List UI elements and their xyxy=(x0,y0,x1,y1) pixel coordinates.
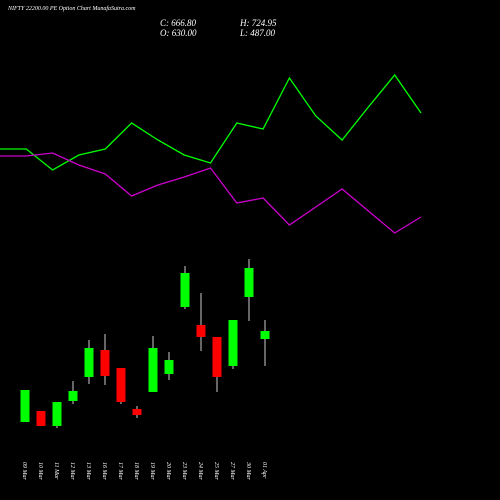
x-tick-label: 23 Mar xyxy=(181,462,187,480)
x-tick-label: 18 Mar xyxy=(133,462,139,480)
candle-body xyxy=(260,331,270,339)
x-tick-label: 09 Mar xyxy=(21,462,27,480)
candle-body xyxy=(36,411,46,426)
candle-body xyxy=(52,402,62,426)
x-tick-label: 30 Mar xyxy=(245,461,251,480)
x-tick-label: 24 Mar xyxy=(197,462,204,480)
candle-body xyxy=(84,348,94,377)
x-tick-label: 19 Mar xyxy=(149,462,155,480)
candle-body xyxy=(116,368,126,402)
x-tick-label: 17 Mar xyxy=(117,462,123,480)
x-tick-label: 01 Apr xyxy=(261,462,267,479)
candle-body xyxy=(196,325,206,337)
high-info: H: 724.95 xyxy=(239,18,277,28)
low-info: L: 487.00 xyxy=(239,28,276,38)
x-tick-label: 13 Mar xyxy=(85,462,91,480)
candle-body xyxy=(180,273,190,307)
candle-body xyxy=(244,268,254,297)
candle-body xyxy=(68,391,78,401)
x-tick-label: 10 Mar xyxy=(37,462,43,480)
open-info: O: 630.00 xyxy=(160,28,197,38)
close-info: C: 666.80 xyxy=(160,18,197,28)
candle-body xyxy=(148,348,158,392)
x-tick-label: 16 Mar xyxy=(101,462,107,480)
chart-title: NIFTY 22200.00 PE Option Chart MunafaSut… xyxy=(7,5,136,12)
candle-body xyxy=(132,409,142,415)
x-tick-label: 25 Mar xyxy=(213,462,219,480)
x-tick-label: 27 Mar xyxy=(229,462,235,480)
candle-body xyxy=(228,320,238,366)
x-tick-label: 11 Mar xyxy=(53,462,59,480)
candle-body xyxy=(100,350,110,376)
candle-body xyxy=(164,360,174,374)
candle-body xyxy=(20,390,30,422)
candle-body xyxy=(212,337,222,377)
indicator-line xyxy=(0,73,422,171)
indicator-line xyxy=(0,152,422,234)
x-tick-label: 12 Mar xyxy=(69,462,75,480)
x-tick-label: 20 Mar xyxy=(165,462,171,480)
